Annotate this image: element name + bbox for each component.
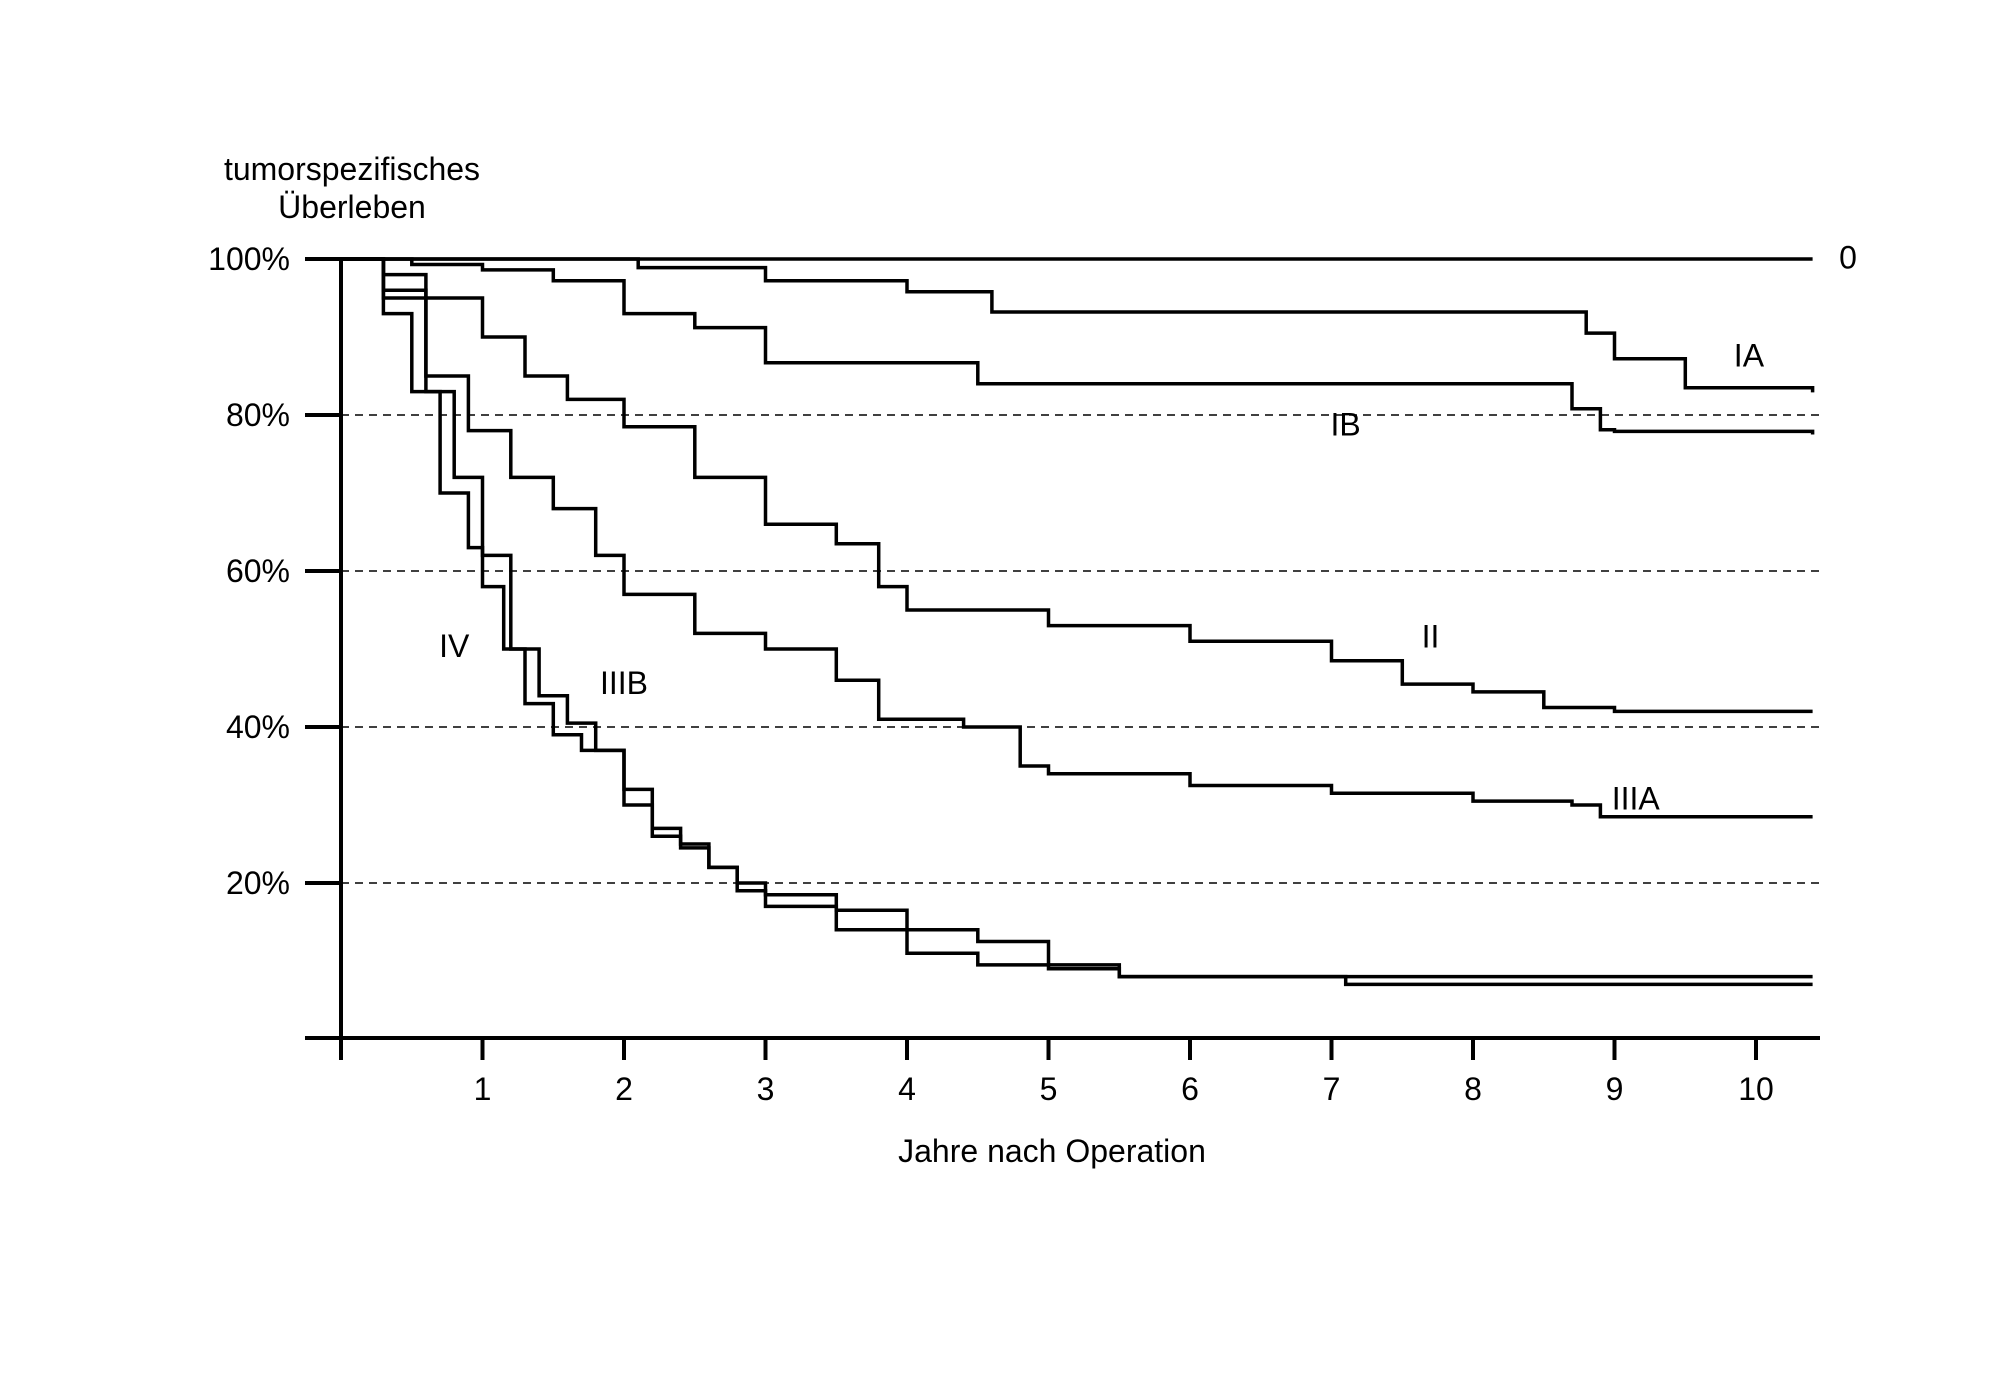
gridlines <box>341 414 1820 884</box>
series-line-IIIB <box>341 257 1813 987</box>
x-tick-label: 4 <box>898 1071 916 1107</box>
series-line-IIIA <box>341 257 1813 819</box>
series-label-IIIA: IIIA <box>1612 781 1661 817</box>
x-tick-label: 9 <box>1606 1071 1624 1107</box>
series-line-II <box>341 257 1813 714</box>
series-label-IV: IV <box>439 628 470 664</box>
series-labels: 0 IA IB II IIIA IIIB IV <box>439 239 1857 816</box>
x-axis-title: Jahre nach Operation <box>898 1133 1206 1169</box>
series-label-IA: IA <box>1734 338 1765 374</box>
series-line-IB <box>341 257 1815 435</box>
series-line-IA <box>341 257 1815 393</box>
y-tick-label: 60% <box>226 553 290 589</box>
y-tick-label: 20% <box>226 865 290 901</box>
x-tick-label: 2 <box>615 1071 633 1107</box>
x-tick-label: 5 <box>1040 1071 1058 1107</box>
x-tick-label: 8 <box>1464 1071 1482 1107</box>
ticks: 20% 40% 60% 80% 100% 1 2 3 4 5 6 7 8 9 10 <box>208 241 1774 1107</box>
y-axis-title-line-2: Überleben <box>278 189 426 225</box>
series-label-IIIB: IIIB <box>600 665 648 701</box>
x-tick-label: 10 <box>1738 1071 1774 1107</box>
x-tick-label: 7 <box>1323 1071 1341 1107</box>
series-lines <box>341 257 1815 987</box>
y-tick-label: 80% <box>226 397 290 433</box>
series-label-IB: IB <box>1331 406 1361 442</box>
y-axis-title-line-1: tumorspezifisches <box>224 151 480 187</box>
x-tick-label: 1 <box>474 1071 492 1107</box>
series-label-II: II <box>1422 618 1440 654</box>
axes <box>305 257 1820 1040</box>
y-tick-label: 100% <box>208 241 290 277</box>
x-tick-label: 6 <box>1181 1071 1199 1107</box>
x-tick-label: 3 <box>757 1071 775 1107</box>
series-label-0: 0 <box>1839 239 1857 275</box>
y-tick-label: 40% <box>226 709 290 745</box>
series-line-IV <box>341 257 1813 979</box>
